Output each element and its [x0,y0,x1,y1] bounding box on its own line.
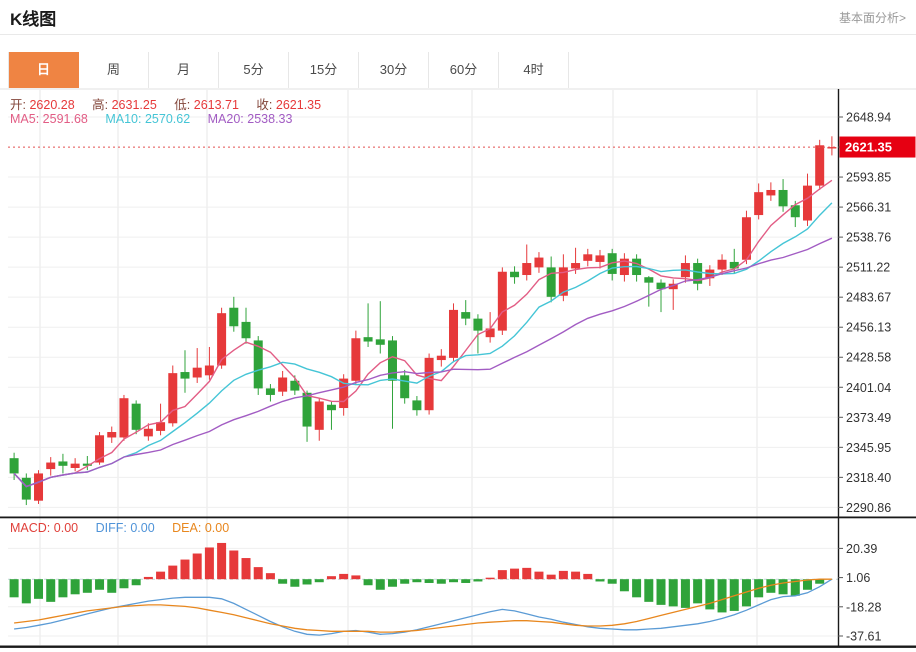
macd-label: MACD: [10,521,51,535]
price-tick-label: 2483.67 [846,291,891,305]
macd-tick-label: -18.28 [846,600,881,614]
tab-日[interactable]: 日 [9,52,79,88]
price-tick-label: 2538.76 [846,231,891,245]
ma10-line [13,202,833,488]
tab-15分[interactable]: 15分 [289,52,359,88]
ma10-label: MA10: [105,112,142,126]
low-label: 低: [174,98,191,112]
open-label: 开: [10,98,26,112]
ohlc-info-row: 开: 2620.28 高: 2631.25 低: 2613.71 收: 2621… [10,94,335,113]
tab-4时[interactable]: 4时 [499,52,569,88]
current-price-tag: 2621.35 [839,136,916,158]
candles-layer [9,136,837,506]
ma-info-row: MA5: 2591.68 MA10: 2570.62 MA20: 2538.33 [10,112,306,126]
svg-text:2621.35: 2621.35 [845,140,892,155]
price-tick-label: 2290.86 [846,501,891,515]
diff-value: 0.00 [130,521,155,535]
diff-line [14,578,833,636]
page-header: K线图 基本面分析> [0,0,916,35]
diff-label: DIFF: [95,521,127,535]
fundamental-analysis-link[interactable]: 基本面分析> [838,10,906,25]
macd-info-row: MACD: 0.00 DIFF: 0.00 DEA: 0.00 [10,521,243,535]
price-tick-label: 2566.31 [846,201,891,215]
ma5-value: 2591.68 [42,112,88,126]
low-value: 2613.71 [193,98,239,112]
tab-周[interactable]: 周 [79,52,149,88]
macd-axis: 20.39 1.06 -18.28 -37.61 [838,542,881,644]
tab-5分[interactable]: 5分 [219,52,289,88]
price-axis: 2648.94 2621.35 2593.85 2566.31 2538.76 2511.… [838,111,916,515]
dea-label: DEA: [172,521,202,535]
dea-line [14,578,832,633]
high-value: 2631.25 [111,98,157,112]
close-label: 收: [256,98,273,112]
price-tick-label: 2511.22 [846,261,890,275]
ma5-label: MA5: [10,112,40,126]
ma5-line [13,179,833,488]
macd-value: 0.00 [53,521,79,535]
price-tick-label: 2318.40 [846,471,891,485]
price-tick-label: 2428.58 [846,351,891,365]
tab-60分[interactable]: 60分 [429,52,499,88]
macd-tick-label: 1.06 [846,571,870,585]
macd-tick-label: -37.61 [846,630,881,644]
period-tab-bar: 日周月 5分 15分 30分 60分 4时 [8,52,569,88]
price-tick-label: 2648.94 [846,111,891,125]
ma20-value: 2538.33 [247,112,293,126]
high-label: 高: [92,98,109,112]
ma20-label: MA20: [207,112,244,126]
price-tick-label: 2373.49 [846,411,891,425]
ma10-value: 2570.62 [144,112,191,126]
close-value: 2621.35 [275,98,322,112]
chart-area[interactable]: 2648.94 2621.35 2593.85 2566.31 2538.76 2511.… [0,88,916,652]
panel-borders [0,88,916,648]
ma20-line [13,237,833,488]
price-tick-label: 2401.04 [846,381,891,395]
macd-histogram [9,542,825,613]
price-tick-label: 2456.13 [846,321,891,335]
chart-svg: 2648.94 2621.35 2593.85 2566.31 2538.76 2511.… [0,88,916,648]
tab-月[interactable]: 月 [149,52,219,88]
price-tick-label: 2345.95 [846,441,891,455]
page-title: K线图 [10,9,57,29]
price-tick-label: 2593.85 [846,171,891,185]
gridlines [8,90,838,645]
macd-tick-label: 20.39 [846,542,877,556]
tab-30分[interactable]: 30分 [359,52,429,88]
open-value: 2620.28 [29,98,75,112]
dea-value: 0.00 [204,521,230,535]
